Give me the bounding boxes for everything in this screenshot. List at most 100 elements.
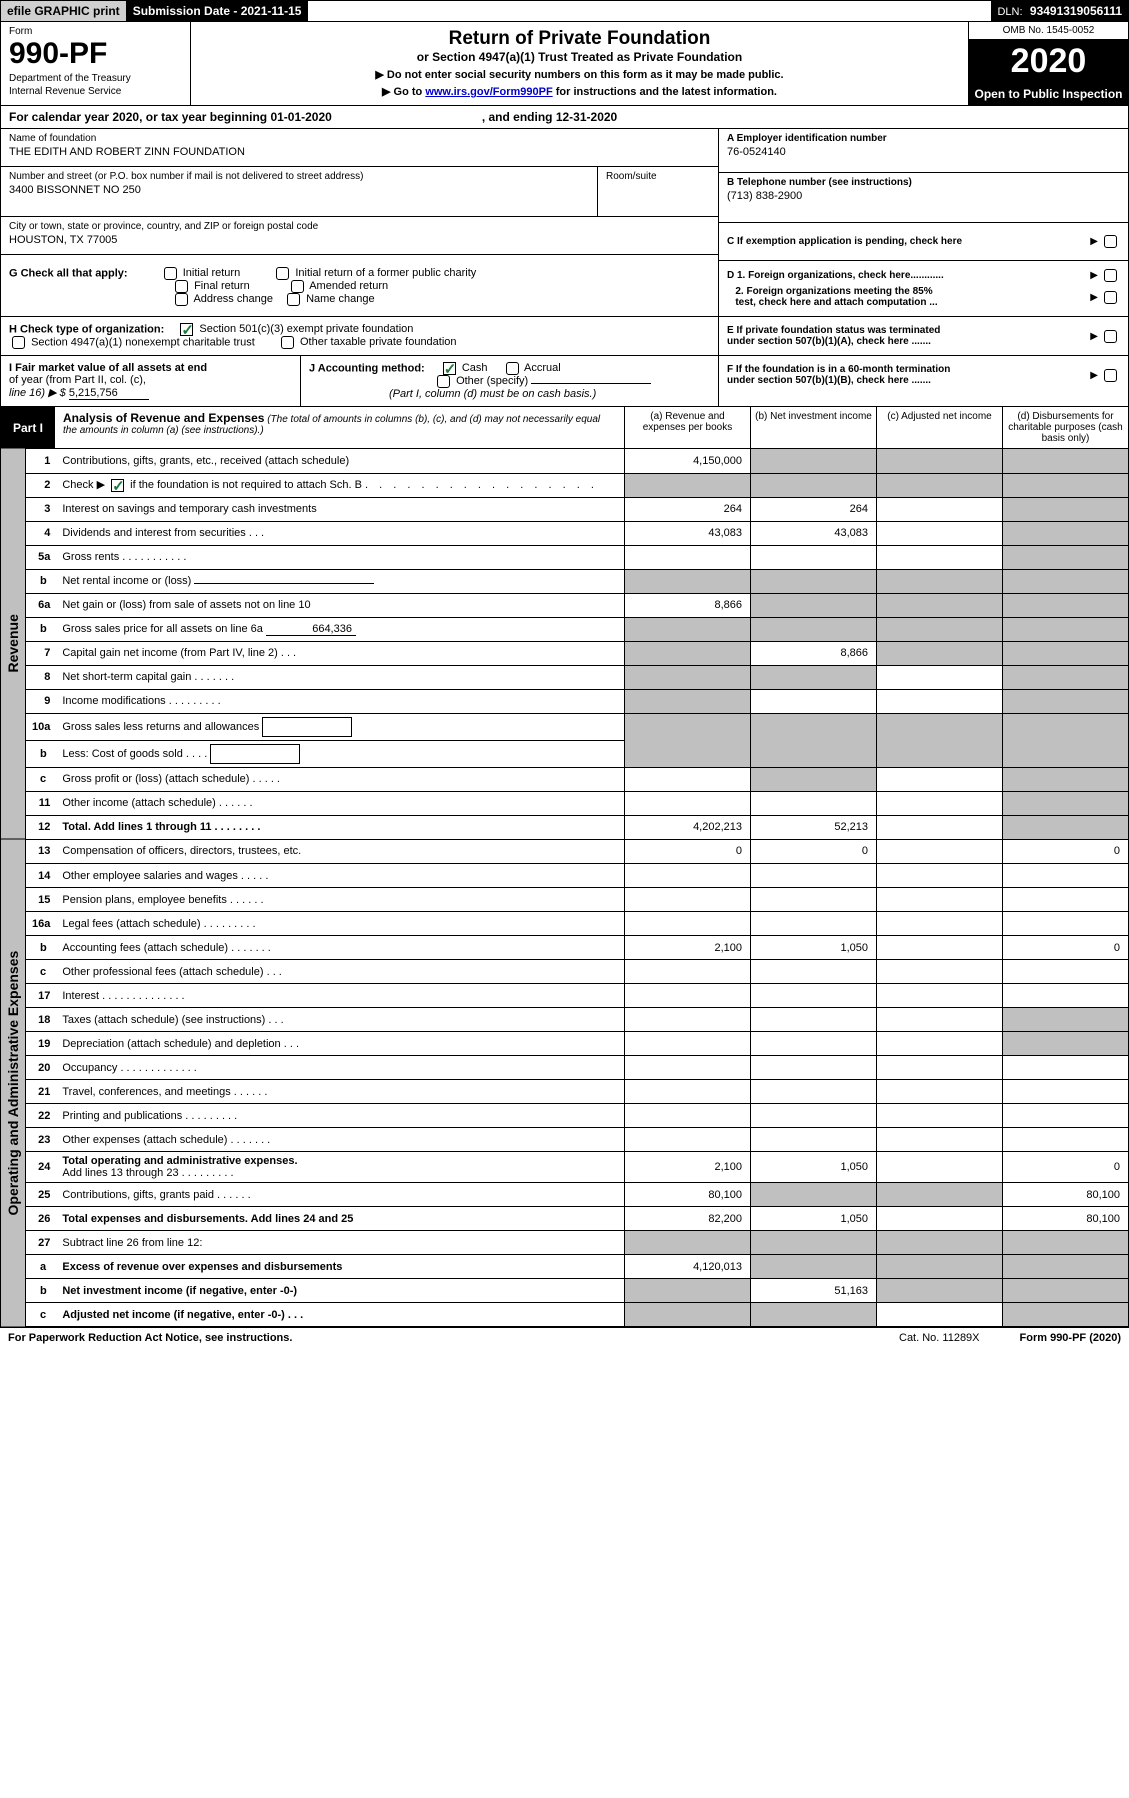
- efile-label[interactable]: efile GRAPHIC print: [1, 1, 127, 21]
- city-value: HOUSTON, TX 77005: [9, 234, 710, 246]
- c-checkbox[interactable]: [1104, 235, 1117, 248]
- table-row: 13Compensation of officers, directors, t…: [26, 840, 1129, 864]
- j-accrual-label: Accrual: [524, 362, 561, 374]
- revenue-section: Revenue 1Contributions, gifts, grants, e…: [0, 449, 1129, 840]
- arrow-icon: ▶: [1090, 236, 1098, 247]
- f2-label: under section 507(b)(1)(B), check here .…: [727, 375, 931, 386]
- foundation-name: THE EDITH AND ROBERT ZINN FOUNDATION: [9, 146, 710, 158]
- g-opt6: Name change: [306, 293, 375, 305]
- i-line3-label: line 16) ▶ $: [9, 387, 66, 399]
- r12-desc: Total. Add lines 1 through 11 . . . . . …: [62, 821, 260, 833]
- expenses-sidelabel: Operating and Administrative Expenses: [0, 840, 25, 1328]
- j-cash-checkbox[interactable]: [443, 362, 456, 375]
- j-accrual-checkbox[interactable]: [506, 362, 519, 375]
- h-other-checkbox[interactable]: [281, 336, 294, 349]
- cal-text-1: For calendar year 2020, or tax year begi…: [9, 110, 332, 124]
- e-checkbox[interactable]: [1104, 330, 1117, 343]
- g-label: G Check all that apply:: [9, 267, 128, 279]
- r5b-input[interactable]: [194, 583, 374, 584]
- h-501c3-checkbox[interactable]: [180, 323, 193, 336]
- city-cell: City or town, state or province, country…: [1, 217, 718, 255]
- j-other-input[interactable]: [531, 383, 651, 384]
- table-row: 16aLegal fees (attach schedule) . . . . …: [26, 912, 1129, 936]
- arrow-icon: ▶: [1090, 331, 1098, 342]
- table-row: cGross profit or (loss) (attach schedule…: [26, 767, 1129, 791]
- col-c-header: (c) Adjusted net income: [876, 407, 1002, 448]
- arrow-icon: ▶: [1090, 270, 1098, 281]
- col-d-header: (d) Disbursements for charitable purpose…: [1002, 407, 1128, 448]
- d2-checkbox[interactable]: [1104, 291, 1117, 304]
- city-label: City or town, state or province, country…: [9, 221, 710, 232]
- g-final-return-checkbox[interactable]: [175, 280, 188, 293]
- fmv-value: 5,215,756: [69, 387, 149, 400]
- table-row: bLess: Cost of goods sold . . . .: [26, 740, 1129, 767]
- table-row: cOther professional fees (attach schedul…: [26, 960, 1129, 984]
- i-line2: of year (from Part II, col. (c),: [9, 374, 146, 386]
- table-row: 1Contributions, gifts, grants, etc., rec…: [26, 449, 1129, 473]
- irs-link[interactable]: www.irs.gov/Form990PF: [425, 86, 552, 98]
- f1-label: F If the foundation is in a 60-month ter…: [727, 364, 950, 375]
- table-row: 25Contributions, gifts, grants paid . . …: [26, 1183, 1129, 1207]
- table-row: 17Interest . . . . . . . . . . . . . .: [26, 984, 1129, 1008]
- address-cell: Number and street (or P.O. box number if…: [1, 167, 598, 216]
- table-row: 26Total expenses and disbursements. Add …: [26, 1207, 1129, 1231]
- g-name-change-checkbox[interactable]: [287, 293, 300, 306]
- dln-value: 93491319056111: [1030, 4, 1122, 18]
- entity-info-block: Name of foundation THE EDITH AND ROBERT …: [0, 129, 1129, 261]
- table-row: bNet investment income (if negative, ent…: [26, 1279, 1129, 1303]
- g-opt2: Initial return of a former public charit…: [295, 267, 476, 279]
- ein-value: 76-0524140: [727, 146, 1120, 158]
- arrow-icon: ▶: [1090, 370, 1098, 381]
- tax-year: 2020: [969, 40, 1128, 83]
- r2-pre: Check ▶: [62, 479, 108, 491]
- r6b-value: 664,336: [266, 623, 356, 636]
- room-label: Room/suite: [606, 171, 710, 182]
- expenses-section: Operating and Administrative Expenses 13…: [0, 840, 1129, 1328]
- r10b-box[interactable]: [210, 744, 300, 764]
- e2-label: under section 507(b)(1)(A), check here .…: [727, 336, 931, 347]
- part1-title: Analysis of Revenue and Expenses: [63, 411, 264, 425]
- table-row: 23Other expenses (attach schedule) . . .…: [26, 1128, 1129, 1152]
- table-row: bAccounting fees (attach schedule) . . .…: [26, 936, 1129, 960]
- col-b-header: (b) Net investment income: [750, 407, 876, 448]
- table-row: 2Check ▶ if the foundation is not requir…: [26, 473, 1129, 497]
- submission-date: Submission Date - 2021-11-15: [127, 1, 309, 21]
- table-row: 9Income modifications . . . . . . . . .: [26, 689, 1129, 713]
- table-row: 7Capital gain net income (from Part IV, …: [26, 641, 1129, 665]
- g-amended-checkbox[interactable]: [291, 280, 304, 293]
- table-row: aExcess of revenue over expenses and dis…: [26, 1255, 1129, 1279]
- section-g: G Check all that apply: Initial return I…: [1, 261, 718, 316]
- d1-checkbox[interactable]: [1104, 269, 1117, 282]
- form-title: Return of Private Foundation: [201, 28, 958, 50]
- c-label: C If exemption application is pending, c…: [727, 236, 1087, 247]
- table-row: 12Total. Add lines 1 through 11 . . . . …: [26, 815, 1129, 839]
- r10a-box[interactable]: [262, 717, 352, 737]
- j-note: (Part I, column (d) must be on cash basi…: [389, 388, 596, 400]
- table-row: 11Other income (attach schedule) . . . .…: [26, 791, 1129, 815]
- ein-label: A Employer identification number: [727, 133, 1120, 144]
- g-initial-former-checkbox[interactable]: [276, 267, 289, 280]
- form-header: Form 990-PF Department of the Treasury I…: [0, 22, 1129, 106]
- j-other-checkbox[interactable]: [437, 375, 450, 388]
- address-value: 3400 BISSONNET NO 250: [9, 184, 589, 196]
- table-row: 27Subtract line 26 from line 12:: [26, 1231, 1129, 1255]
- open-to-public: Open to Public Inspection: [969, 83, 1128, 105]
- table-row: 10aGross sales less returns and allowanc…: [26, 713, 1129, 740]
- table-row: 5aGross rents . . . . . . . . . . .: [26, 545, 1129, 569]
- f-checkbox[interactable]: [1104, 369, 1117, 382]
- g-address-change-checkbox[interactable]: [175, 293, 188, 306]
- sch-b-checkbox[interactable]: [111, 479, 124, 492]
- g-opt3: Final return: [194, 280, 250, 292]
- i-line1: I Fair market value of all assets at end: [9, 362, 207, 374]
- h-4947-checkbox[interactable]: [12, 336, 25, 349]
- part1-label: Part I: [1, 407, 55, 448]
- table-row: 15Pension plans, employee benefits . . .…: [26, 888, 1129, 912]
- table-row: 8Net short-term capital gain . . . . . .…: [26, 665, 1129, 689]
- footer-catalog: Cat. No. 11289X: [899, 1332, 980, 1344]
- foundation-name-cell: Name of foundation THE EDITH AND ROBERT …: [1, 129, 718, 167]
- header-right: OMB No. 1545-0052 2020 Open to Public In…: [968, 22, 1128, 105]
- section-g-d: G Check all that apply: Initial return I…: [0, 261, 1129, 317]
- d1-label: D 1. Foreign organizations, check here..…: [727, 270, 944, 281]
- g-initial-return-checkbox[interactable]: [164, 267, 177, 280]
- table-row: 4Dividends and interest from securities …: [26, 521, 1129, 545]
